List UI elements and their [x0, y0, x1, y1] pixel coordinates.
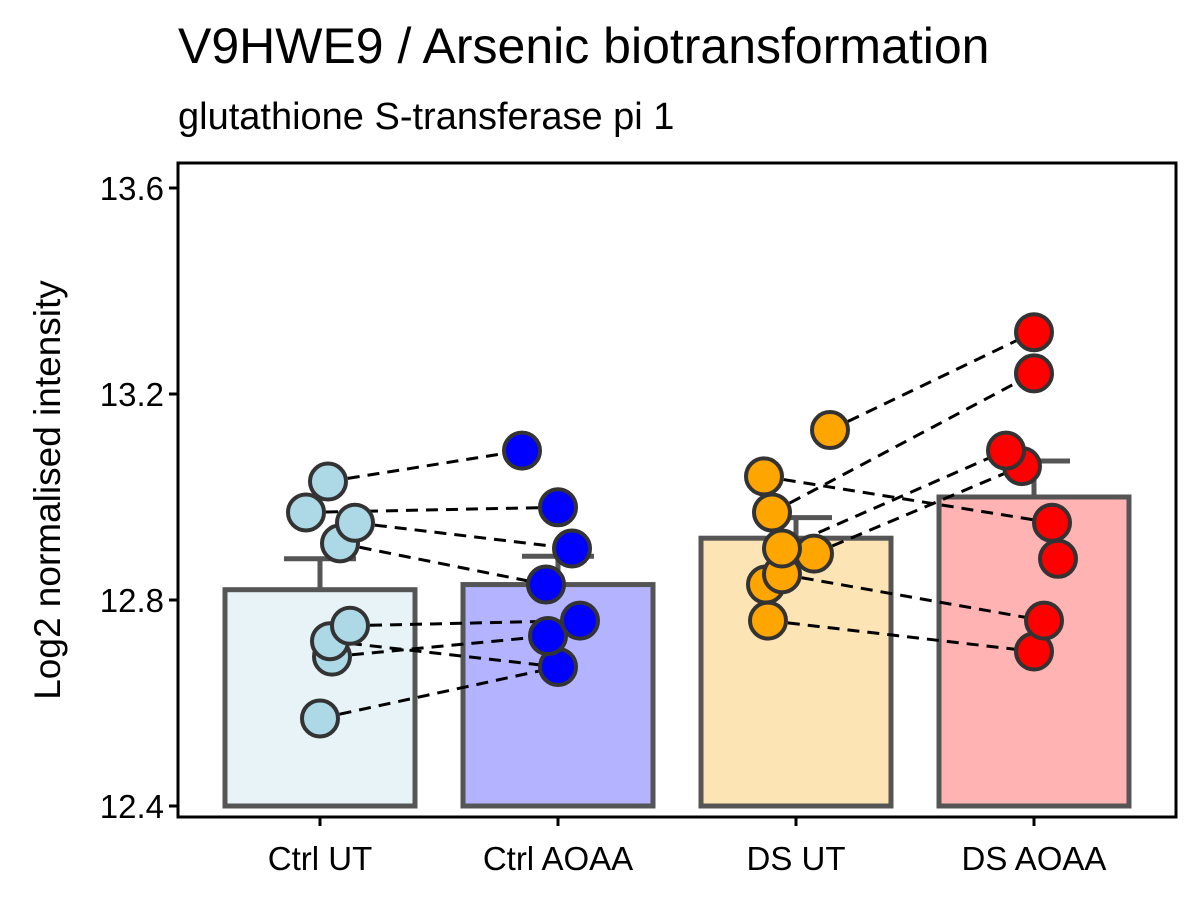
panel-border	[176, 161, 1178, 819]
data-point-ds-aoaa	[1038, 538, 1078, 579]
data-point-ctrl-ut	[286, 492, 326, 533]
pair-line	[829, 330, 1035, 432]
x-axis: Ctrl UT Ctrl AOAA DS UT DS AOAA	[268, 817, 1107, 877]
data-point-ds-aoaa	[986, 430, 1026, 471]
data-point-ds-ut	[752, 492, 792, 533]
data-point-ctrl-aoaa	[538, 487, 578, 528]
data-point-ctrl-aoaa	[526, 564, 566, 605]
data-point-ctrl-aoaa	[552, 528, 592, 569]
data-point-ctrl-ut	[308, 461, 348, 502]
data-point-ds-aoaa	[1024, 600, 1064, 641]
data-point-ctrl-ut	[335, 502, 375, 543]
pair-line	[331, 634, 549, 659]
pair-line	[354, 521, 573, 550]
chart-subtitle: glutathione S-transferase pi 1	[178, 96, 675, 138]
bar-ctrl-aoaa	[460, 582, 656, 809]
pair-line	[319, 665, 559, 720]
x-tick-label: Ctrl UT	[268, 840, 372, 877]
pair-line	[813, 464, 1023, 556]
pair-line	[327, 449, 523, 484]
y-tick-label: 13.6	[100, 170, 164, 207]
data-point-ctrl-aoaa	[528, 616, 568, 657]
data-point-ds-aoaa	[1032, 502, 1072, 543]
pair-line	[771, 372, 1035, 514]
pair-line	[329, 639, 559, 669]
pair-line	[767, 619, 1035, 653]
bar-ctrl-ut	[222, 587, 418, 809]
pair-line	[781, 449, 1007, 550]
y-tick-label: 13.2	[100, 376, 164, 413]
x-tick-label: DS AOAA	[962, 840, 1107, 877]
data-point-ctrl-aoaa	[502, 430, 542, 471]
x-tick-label: Ctrl AOAA	[483, 840, 633, 877]
pair-line	[339, 541, 547, 587]
data-point-ds-ut	[810, 410, 850, 451]
y-tick-label: 12.8	[100, 582, 164, 619]
pair-line	[763, 474, 1053, 525]
data-point-ds-aoaa	[1014, 353, 1054, 394]
data-point-ctrl-ut	[300, 698, 340, 739]
y-tick-label: 12.4	[100, 788, 164, 825]
data-point-ds-aoaa	[1014, 312, 1054, 353]
data-point-ds-ut	[762, 528, 802, 569]
data-point-ctrl-aoaa	[560, 600, 600, 641]
pair-line	[781, 572, 1045, 623]
y-axis: 12.4 12.8 13.2 13.6	[100, 170, 178, 825]
x-tick-label: DS UT	[747, 840, 846, 877]
bars-layer	[222, 494, 1132, 809]
data-point-ds-ut	[748, 600, 788, 641]
y-axis-title: Log2 normalised intensity	[27, 280, 68, 700]
data-point-ds-ut	[794, 533, 834, 574]
data-point-ctrl-ut	[330, 605, 370, 646]
data-point-ds-ut	[744, 456, 784, 497]
points-layer	[286, 312, 1078, 739]
chart-title: V9HWE9 / Arsenic biotransformation	[178, 18, 990, 74]
